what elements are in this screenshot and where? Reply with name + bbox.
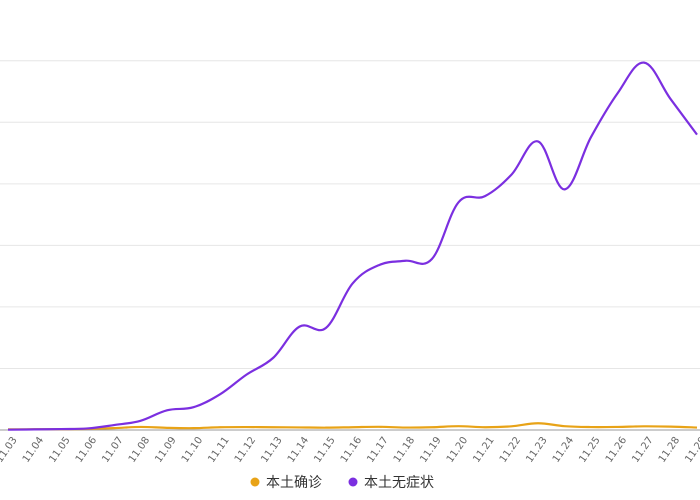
x-tick-label-2: 11.05 <box>47 435 72 465</box>
series-line-1 <box>7 61 698 431</box>
x-tick-label-23: 11.26 <box>604 435 629 465</box>
x-tick-label-26: 11.29 <box>683 435 700 465</box>
x-tick-label-10: 11.13 <box>259 435 284 465</box>
x-tick-label-8: 11.11 <box>206 435 231 465</box>
series-lines <box>7 61 698 431</box>
legend: 本土确诊 本土无症状 <box>250 475 434 491</box>
x-tick-label-11: 11.14 <box>286 435 311 465</box>
series-line-0 <box>7 422 698 431</box>
x-tick-label-7: 11.10 <box>180 435 205 465</box>
x-tick-label-21: 11.24 <box>551 435 576 465</box>
x-tick-label-13: 11.16 <box>339 435 364 465</box>
x-tick-label-17: 11.20 <box>445 435 470 465</box>
x-tick-label-3: 11.06 <box>74 435 99 465</box>
x-tick-label-1: 11.04 <box>21 435 46 465</box>
x-tick-label-12: 11.15 <box>312 435 337 465</box>
x-axis-tick-labels: 11.03 11.04 11.05 11.06 11.07 11.08 11.09 11.10… <box>0 435 700 465</box>
x-tick-label-25: 11.28 <box>657 435 682 465</box>
grid-lines <box>0 60 700 369</box>
legend-marker-0 <box>250 477 260 487</box>
x-tick-label-5: 11.08 <box>127 435 152 465</box>
x-tick-label-19: 11.22 <box>498 435 523 465</box>
x-tick-label-4: 11.07 <box>100 435 125 465</box>
x-tick-label-9: 11.12 <box>233 435 258 465</box>
x-tick-label-20: 11.23 <box>524 435 549 465</box>
x-tick-label-24: 11.27 <box>630 435 655 465</box>
legend-label-0[interactable]: 本土确诊 <box>266 475 322 491</box>
x-tick-label-14: 11.17 <box>365 435 390 465</box>
x-tick-label-6: 11.09 <box>153 435 178 465</box>
legend-label-1[interactable]: 本土无症状 <box>364 475 434 491</box>
x-tick-label-0: 11.03 <box>0 435 20 465</box>
x-tick-label-18: 11.21 <box>471 435 496 465</box>
x-tick-label-16: 11.19 <box>418 435 443 465</box>
legend-marker-1 <box>348 477 358 487</box>
x-tick-label-15: 11.18 <box>392 435 417 465</box>
x-tick-label-22: 11.25 <box>577 435 602 465</box>
